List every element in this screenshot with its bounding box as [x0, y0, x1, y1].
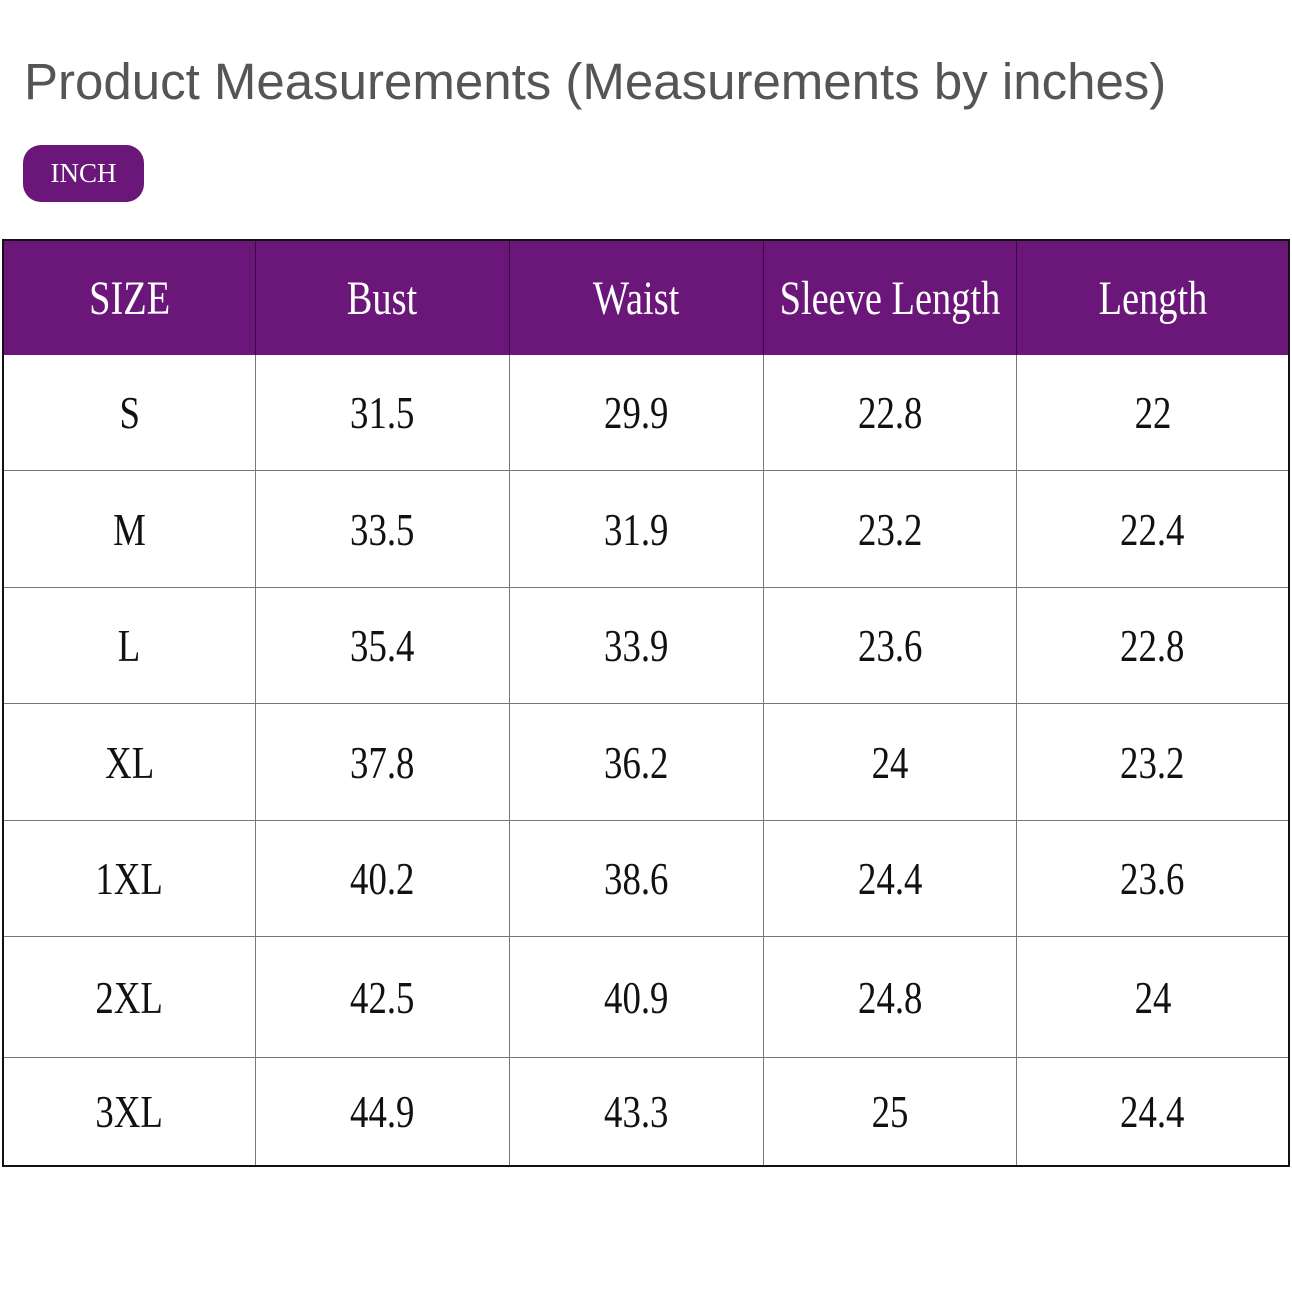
cell-value: 25 — [871, 1086, 909, 1137]
header-label: Bust — [347, 271, 418, 325]
cell-value: 22.4 — [1120, 503, 1185, 555]
cell-length: 24 — [1017, 937, 1288, 1058]
cell-value: 43.3 — [604, 1086, 669, 1137]
cell-size: 1XL — [4, 821, 256, 937]
cell-value: 24.4 — [1120, 1086, 1185, 1137]
cell-length: 22.4 — [1017, 471, 1288, 588]
cell-value: 24 — [1134, 971, 1171, 1023]
cell-sleeve-length: 24.4 — [764, 821, 1017, 937]
cell-bust: 42.5 — [256, 937, 510, 1058]
cell-value: 29.9 — [604, 387, 669, 438]
cell-value: 44.9 — [350, 1086, 415, 1137]
cell-bust: 40.2 — [256, 821, 510, 937]
cell-sleeve-length: 22.8 — [764, 355, 1017, 471]
cell-size: L — [4, 588, 256, 704]
cell-value: 22.8 — [857, 387, 923, 438]
cell-waist: 43.3 — [510, 1058, 764, 1165]
cell-value: 23.2 — [857, 503, 923, 555]
cell-value: L — [118, 620, 141, 671]
header-label: Length — [1098, 271, 1207, 325]
cell-waist: 33.9 — [510, 588, 764, 704]
cell-size: 2XL — [4, 937, 256, 1058]
header-label: Waist — [593, 271, 680, 325]
cell-size: XL — [4, 704, 256, 821]
cell-value: 33.9 — [604, 620, 669, 671]
cell-value: 24.8 — [857, 971, 923, 1023]
cell-value: 38.6 — [604, 853, 669, 904]
header-sleeve-length: Sleeve Length — [764, 241, 1017, 355]
cell-sleeve-length: 25 — [764, 1058, 1017, 1165]
cell-waist: 29.9 — [510, 355, 764, 471]
cell-value: 40.9 — [604, 971, 669, 1023]
cell-bust: 35.4 — [256, 588, 510, 704]
cell-value: 42.5 — [350, 971, 415, 1023]
cell-bust: 44.9 — [256, 1058, 510, 1165]
header-size: SIZE — [4, 241, 256, 355]
header-length: Length — [1017, 241, 1288, 355]
cell-value: 36.2 — [604, 736, 669, 788]
cell-bust: 31.5 — [256, 355, 510, 471]
cell-value: 35.4 — [350, 620, 415, 671]
cell-waist: 36.2 — [510, 704, 764, 821]
cell-size: M — [4, 471, 256, 588]
cell-sleeve-length: 24.8 — [764, 937, 1017, 1058]
cell-value: XL — [104, 736, 155, 788]
cell-value: 33.5 — [350, 503, 415, 555]
cell-value: 23.6 — [857, 620, 923, 671]
cell-value: 3XL — [95, 1086, 164, 1137]
size-table: SIZE Bust Waist Sleeve Length Length S 31.5 29.… — [2, 239, 1290, 1167]
cell-sleeve-length: 24 — [764, 704, 1017, 821]
cell-bust: 37.8 — [256, 704, 510, 821]
cell-value: 40.2 — [350, 853, 415, 904]
header-label: SIZE — [88, 271, 171, 325]
cell-size: 3XL — [4, 1058, 256, 1165]
cell-sleeve-length: 23.2 — [764, 471, 1017, 588]
cell-size: S — [4, 355, 256, 471]
header-bust: Bust — [256, 241, 510, 355]
cell-value: 31.5 — [350, 387, 415, 438]
cell-value: 24 — [871, 736, 909, 788]
cell-value: 23.2 — [1120, 736, 1185, 788]
cell-value: 23.6 — [1120, 853, 1185, 904]
cell-waist: 38.6 — [510, 821, 764, 937]
header-waist: Waist — [510, 241, 764, 355]
cell-value: 22 — [1134, 387, 1171, 438]
cell-bust: 33.5 — [256, 471, 510, 588]
cell-length: 23.6 — [1017, 821, 1288, 937]
page-title: Product Measurements (Measurements by in… — [24, 53, 1167, 110]
cell-value: 24.4 — [857, 853, 923, 904]
cell-length: 23.2 — [1017, 704, 1288, 821]
cell-length: 24.4 — [1017, 1058, 1288, 1165]
header-label: Sleeve Length — [779, 271, 1001, 325]
cell-length: 22.8 — [1017, 588, 1288, 704]
cell-value: 2XL — [95, 971, 164, 1023]
cell-sleeve-length: 23.6 — [764, 588, 1017, 704]
cell-value: M — [113, 503, 146, 555]
cell-value: 22.8 — [1120, 620, 1185, 671]
cell-value: 1XL — [95, 853, 164, 904]
cell-waist: 31.9 — [510, 471, 764, 588]
cell-value: 31.9 — [604, 503, 669, 555]
unit-badge-inch: INCH — [23, 145, 144, 202]
cell-value: S — [119, 387, 140, 438]
cell-waist: 40.9 — [510, 937, 764, 1058]
cell-length: 22 — [1017, 355, 1288, 471]
cell-value: 37.8 — [350, 736, 415, 788]
